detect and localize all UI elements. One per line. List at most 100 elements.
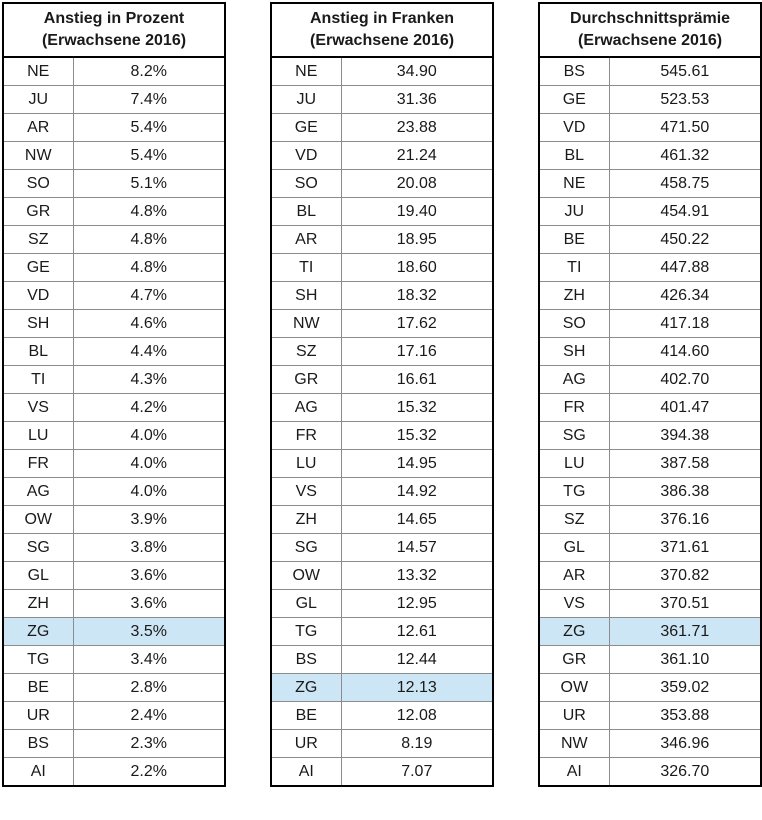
canton-code-cell: AI	[539, 757, 610, 786]
canton-code-cell: SZ	[271, 337, 342, 366]
table-row: VS 370.51	[539, 589, 762, 618]
value-cell: 326.70	[660, 762, 710, 780]
table-row: VS 14.92	[271, 477, 494, 506]
value-cell: 361.71	[609, 617, 762, 646]
table-row: NW 346.96	[539, 729, 762, 758]
value-cell: 447.88	[609, 253, 762, 282]
canton-code-cell: BS	[539, 57, 610, 86]
table-row: AG 4.0%	[3, 477, 226, 506]
canton-code-cell: AG	[539, 365, 610, 394]
table-row: VD 471.50	[539, 113, 762, 142]
value-cell: 12.08	[341, 701, 494, 730]
value-cell: 5.4%	[73, 113, 226, 142]
value-cell: 17.16	[341, 337, 494, 366]
table-anstieg-franken: Anstieg in Franken (Erwachsene 2016) NE 3…	[270, 2, 495, 787]
table-row: BL 4.4%	[3, 337, 226, 366]
canton-code-cell: TI	[271, 253, 342, 282]
canton-code-cell: AR	[271, 225, 342, 254]
value-cell: 13.32	[341, 561, 494, 590]
value-cell: 5.1%	[73, 169, 226, 198]
table-row: AI 7.07	[271, 757, 493, 786]
value-cell: 387.58	[609, 449, 762, 478]
table-row: NW 5.4%	[3, 141, 226, 170]
canton-code-cell: UR	[539, 701, 610, 730]
canton-code-cell: GL	[271, 589, 342, 618]
table-row: OW 13.32	[271, 561, 494, 590]
canton-code-cell: OW	[3, 505, 74, 534]
canton-code-cell: GE	[539, 85, 610, 114]
canton-code-cell: SG	[539, 421, 610, 450]
canton-code-cell: JU	[539, 197, 610, 226]
value-cell: 4.4%	[73, 337, 226, 366]
canton-code-cell: LU	[3, 421, 74, 450]
canton-code-cell: GL	[539, 533, 610, 562]
value-cell: 18.32	[341, 281, 494, 310]
canton-code-cell: SG	[271, 533, 342, 562]
canton-code-cell: SH	[271, 281, 342, 310]
value-cell: 15.32	[341, 393, 494, 422]
table-row: ZH 14.65	[271, 505, 494, 534]
canton-code-cell: GE	[3, 253, 74, 282]
value-cell: 3.9%	[73, 505, 226, 534]
canton-code-cell: GR	[3, 197, 74, 226]
value-cell: 3.5%	[73, 617, 226, 646]
table-row: ZG 3.5%	[3, 617, 226, 646]
table-row: TG 386.38	[539, 477, 762, 506]
value-cell: 8.2%	[73, 57, 226, 86]
table-row: LU 4.0%	[3, 421, 226, 450]
table-row: VD 4.7%	[3, 281, 226, 310]
value-cell: 394.38	[609, 421, 762, 450]
table-row: SH 18.32	[271, 281, 494, 310]
table-durchschnittspraemie: Durchschnittsprämie (Erwachsene 2016) BS…	[538, 2, 762, 787]
table-row: GE 4.8%	[3, 253, 226, 282]
canton-code-cell: FR	[3, 449, 74, 478]
table-row: AR 370.82	[539, 561, 762, 590]
canton-code-cell: UR	[3, 701, 74, 730]
canton-code-cell: VD	[539, 113, 610, 142]
value-cell: 4.8%	[73, 253, 226, 282]
value-cell: 12.13	[341, 673, 494, 702]
table-title: Anstieg in Prozent (Erwachsene 2016)	[3, 3, 226, 58]
table-title-line1: Anstieg in Prozent	[43, 10, 185, 27]
canton-code-cell: AR	[3, 113, 74, 142]
table-row: OW 359.02	[539, 673, 762, 702]
table-row: GE 23.88	[271, 113, 494, 142]
value-cell: 18.95	[341, 225, 494, 254]
table-row: ZG 12.13	[271, 673, 494, 702]
table-row: ZG 361.71	[539, 617, 762, 646]
canton-code-cell: OW	[539, 673, 610, 702]
table-row: BS 12.44	[271, 645, 494, 674]
value-cell: 4.3%	[73, 365, 226, 394]
canton-code-cell: SZ	[539, 505, 610, 534]
canton-code-cell: BL	[3, 337, 74, 366]
table-title-line2: (Erwachsene 2016)	[41, 32, 187, 49]
canton-code-cell: ZH	[539, 281, 610, 310]
canton-code-cell: SZ	[3, 225, 74, 254]
table-row: JU 454.91	[539, 197, 762, 226]
table-title: Anstieg in Franken (Erwachsene 2016)	[271, 3, 494, 58]
table-row: UR 8.19	[271, 729, 494, 758]
table-row: SZ 17.16	[271, 337, 494, 366]
value-cell: 4.0%	[73, 449, 226, 478]
canton-code-cell: SG	[3, 533, 74, 562]
table-row: FR 401.47	[539, 393, 762, 422]
canton-code-cell: GL	[3, 561, 74, 590]
canton-code-cell: BL	[539, 141, 610, 170]
value-cell: 359.02	[609, 673, 762, 702]
table-row: VD 21.24	[271, 141, 494, 170]
table-row: NE 8.2%	[3, 57, 226, 86]
value-cell: 2.3%	[73, 729, 226, 758]
table-row: ZH 426.34	[539, 281, 762, 310]
value-cell: 3.6%	[73, 589, 226, 618]
canton-code-cell: AR	[539, 561, 610, 590]
table-row: UR 353.88	[539, 701, 762, 730]
table-row: NE 458.75	[539, 169, 762, 198]
table-anstieg-prozent: Anstieg in Prozent (Erwachsene 2016) NE 8…	[2, 2, 227, 787]
canton-code-cell: AG	[271, 393, 342, 422]
value-cell: 353.88	[609, 701, 762, 730]
table-row: AG 15.32	[271, 393, 494, 422]
canton-code-cell: BE	[539, 225, 610, 254]
value-cell: 2.8%	[73, 673, 226, 702]
canton-code-cell: VS	[539, 589, 610, 618]
value-cell: 414.60	[609, 337, 762, 366]
